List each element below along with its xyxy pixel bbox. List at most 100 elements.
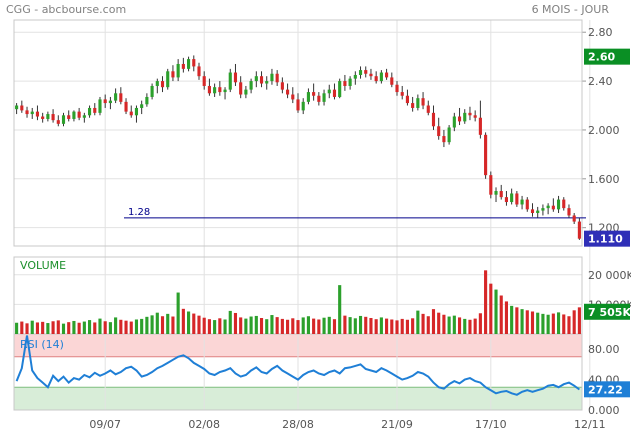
candle-body xyxy=(213,87,217,94)
volume-bar xyxy=(72,320,76,334)
volume-bar xyxy=(421,313,425,334)
volume-bar xyxy=(551,313,555,334)
volume-bar xyxy=(431,309,436,334)
candle-body xyxy=(56,120,60,124)
candle-body xyxy=(265,81,269,84)
candle-body xyxy=(484,134,488,176)
candle-body xyxy=(520,199,524,205)
volume-bar xyxy=(426,316,430,334)
candle-body xyxy=(87,107,92,116)
volume-bar xyxy=(93,322,97,334)
volume-bar xyxy=(77,322,81,334)
candle-body xyxy=(338,81,342,97)
candle-body xyxy=(93,107,97,113)
candle-body xyxy=(504,197,509,203)
volume-bar xyxy=(103,321,107,334)
volume-bar xyxy=(567,316,571,334)
candle-body xyxy=(374,76,378,82)
candle-body xyxy=(119,93,123,102)
candle-body xyxy=(327,89,331,94)
candle-body xyxy=(270,73,274,82)
volume-bar xyxy=(499,295,503,334)
volume-bar xyxy=(484,270,488,334)
candle-body xyxy=(442,136,446,143)
x-tick-label: 28/08 xyxy=(282,418,314,431)
candle-body xyxy=(473,115,477,118)
candle-body xyxy=(468,112,472,116)
volume-bar xyxy=(562,314,566,334)
volume-bar xyxy=(87,320,92,334)
candle-body xyxy=(103,99,107,104)
volume-bar xyxy=(119,319,123,334)
volume-bar xyxy=(46,323,50,334)
volume-bar xyxy=(140,318,144,334)
volume-bar xyxy=(385,318,389,334)
volume-bar xyxy=(155,312,159,334)
candle-body xyxy=(20,105,24,111)
volume-bar xyxy=(489,283,493,334)
candle-body xyxy=(551,205,555,210)
volume-bar xyxy=(395,320,399,334)
volume-bar xyxy=(129,321,133,334)
volume-bar xyxy=(348,317,352,334)
volume-bar xyxy=(312,318,316,334)
candle-body xyxy=(77,111,81,118)
volume-bar xyxy=(411,318,415,334)
candle-body xyxy=(286,89,290,95)
candle-body xyxy=(166,71,170,88)
candle-body xyxy=(546,205,550,209)
volume-bar xyxy=(249,316,253,334)
volume-bar xyxy=(61,323,66,334)
prev-price-tag-box xyxy=(584,48,630,65)
candle-body xyxy=(541,208,545,211)
volume-bar xyxy=(494,289,498,334)
candle-body xyxy=(577,221,581,239)
candle-body xyxy=(530,209,535,214)
header-left: CGG - abcbourse.com xyxy=(6,3,127,16)
candle-body xyxy=(259,76,264,84)
candle-body xyxy=(353,74,357,79)
volume-bar xyxy=(343,315,347,334)
candle-body xyxy=(228,72,232,90)
candle-body xyxy=(405,95,409,104)
candle-body xyxy=(72,111,76,119)
volume-bar xyxy=(98,318,102,334)
candle-body xyxy=(249,81,253,90)
candle-body xyxy=(536,210,540,214)
candle-body xyxy=(452,116,456,128)
header-right: 6 MOIS - JOUR xyxy=(531,3,609,16)
volume-bar xyxy=(181,308,185,334)
candle-body xyxy=(233,72,238,83)
volume-bar xyxy=(213,320,217,334)
candle-body xyxy=(306,92,310,102)
candle-body xyxy=(207,85,211,94)
candle-body xyxy=(150,85,154,97)
volume-bar xyxy=(244,318,248,334)
price-tick-label: 2.80 xyxy=(588,26,613,39)
volume-bar xyxy=(233,312,238,334)
volume-bar xyxy=(25,323,29,334)
candle-body xyxy=(197,66,201,77)
candle-body xyxy=(515,193,519,205)
candle-body xyxy=(296,99,300,111)
volume-bar xyxy=(239,317,243,334)
volume-bar xyxy=(30,320,34,334)
candle-body xyxy=(369,73,373,77)
volume-bar xyxy=(473,318,477,334)
x-tick-label: 02/08 xyxy=(188,418,220,431)
candle-body xyxy=(114,93,118,101)
candle-body xyxy=(457,116,462,122)
volume-bar xyxy=(504,301,509,334)
volume-bar xyxy=(577,307,581,334)
volume-bar xyxy=(353,318,357,334)
volume-bar xyxy=(515,307,519,334)
candle-body xyxy=(358,70,363,75)
volume-tag-label: 7 505K xyxy=(588,306,631,319)
candle-body xyxy=(181,63,185,69)
candle-body xyxy=(572,215,576,222)
volume-bar xyxy=(327,316,331,334)
volume-bar xyxy=(145,316,149,334)
volume-bar xyxy=(332,319,337,334)
x-tick-label: 09/07 xyxy=(89,418,121,431)
volume-bar xyxy=(572,310,576,334)
